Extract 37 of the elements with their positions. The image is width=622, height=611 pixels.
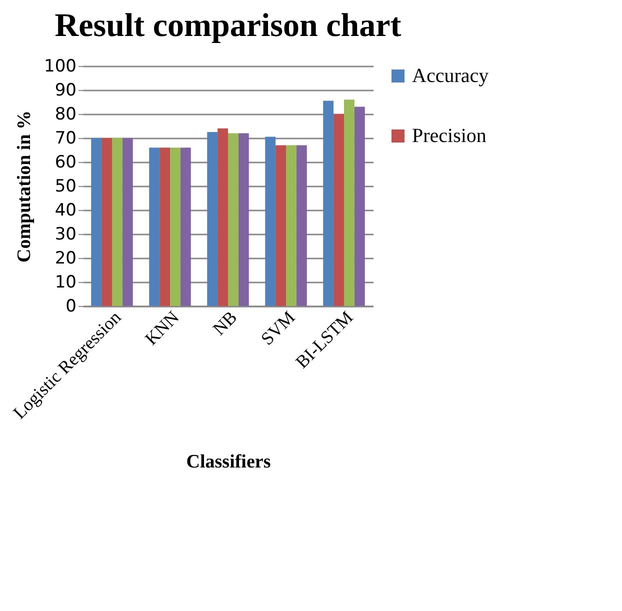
- bar: [207, 132, 218, 306]
- y-tick-label: 10: [54, 272, 76, 292]
- bar: [170, 148, 180, 306]
- bar: [323, 100, 334, 306]
- bar: [160, 148, 170, 306]
- bar: [344, 100, 354, 306]
- bar: [122, 138, 133, 306]
- y-tick-label: 30: [54, 224, 76, 244]
- y-tick-label: 60: [54, 152, 76, 172]
- y-axis-title: Computation in %: [14, 110, 36, 263]
- bar: [149, 148, 160, 306]
- legend-label: Accuracy: [412, 65, 489, 87]
- y-tick-label: 20: [54, 248, 76, 268]
- y-tick-label: 70: [54, 128, 76, 148]
- bar: [354, 106, 365, 306]
- y-tick-label: 90: [54, 80, 76, 100]
- bar: [276, 145, 286, 306]
- x-tick-label: NB: [208, 307, 241, 339]
- bar: [238, 133, 249, 306]
- bar: [102, 138, 112, 306]
- chart-title: Result comparison chart: [54, 8, 402, 44]
- legend-label: Precision: [412, 125, 486, 147]
- y-tick-label: 80: [54, 104, 76, 124]
- bar: [265, 136, 276, 306]
- bar: [218, 128, 228, 306]
- bar: [296, 145, 307, 306]
- y-tick-label: 100: [44, 56, 76, 76]
- x-axis-title: Classifiers: [186, 452, 271, 473]
- bar: [91, 138, 102, 306]
- bar: [112, 138, 122, 306]
- bar: [334, 114, 344, 306]
- y-tick-label: 40: [54, 200, 76, 220]
- bar: [286, 145, 296, 306]
- bar: [180, 148, 191, 306]
- y-tick-label: 0: [66, 296, 76, 316]
- y-tick-label: 50: [54, 176, 76, 196]
- bar: [228, 133, 238, 306]
